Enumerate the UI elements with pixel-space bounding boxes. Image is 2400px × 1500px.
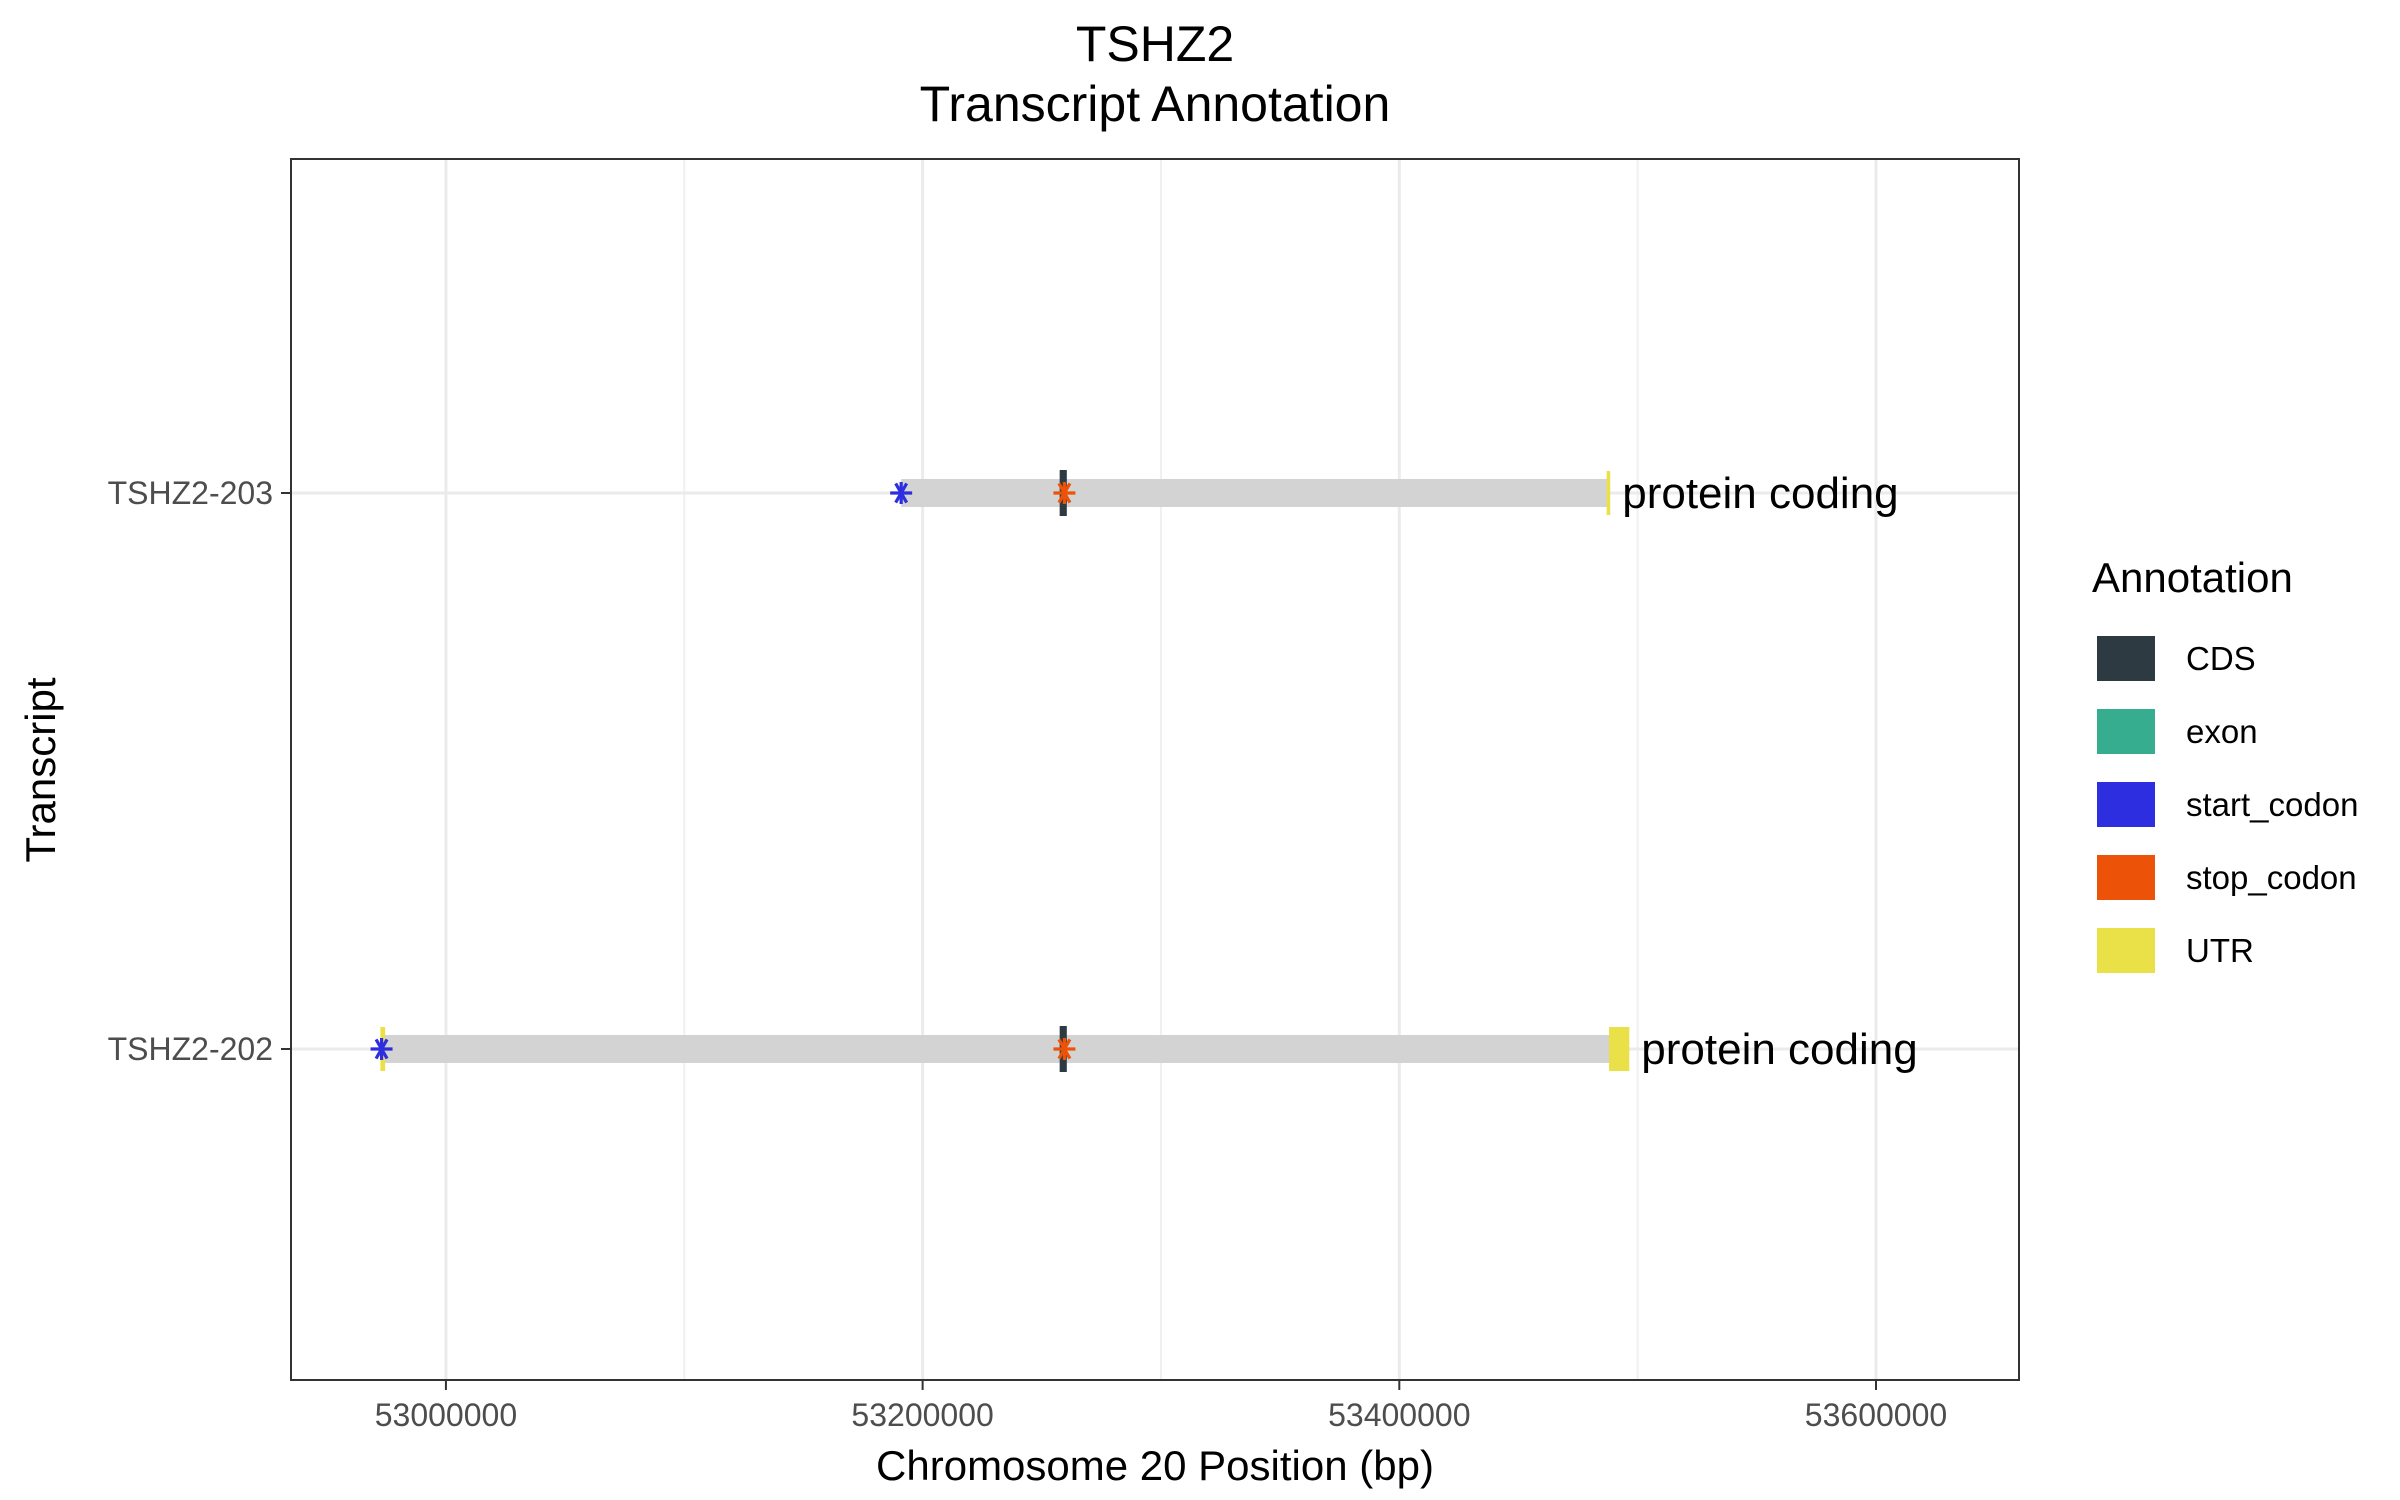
x-axis-title: Chromosome 20 Position (bp): [876, 1442, 1434, 1489]
legend-key-exon: [2097, 709, 2155, 754]
legend-key-stop_codon: [2097, 855, 2155, 900]
x-tick-label: 53000000: [375, 1397, 517, 1433]
grid-layer: [291, 159, 2019, 1380]
utr-block: [1606, 471, 1611, 515]
legend-title: Annotation: [2092, 554, 2293, 601]
stop-codon-marker: [1053, 1038, 1076, 1060]
intron-bar: [381, 1035, 1629, 1063]
legend-label-start_codon: start_codon: [2186, 786, 2358, 823]
x-tick-label: 53400000: [1328, 1397, 1470, 1433]
y-axis: TSHZ2-203 TSHZ2-202: [108, 475, 291, 1067]
biotype-label: protein coding: [1622, 469, 1898, 518]
start-codon-marker: [890, 482, 913, 504]
legend-key-UTR: [2097, 928, 2155, 973]
x-tick-label: 53200000: [851, 1397, 993, 1433]
y-tick-label: TSHZ2-202: [108, 1031, 273, 1067]
legend-key-start_codon: [2097, 782, 2155, 827]
transcript-TSHZ2-203: protein coding: [890, 469, 1899, 518]
y-tick-label: TSHZ2-203: [108, 475, 273, 511]
legend: Annotation CDS exon start_codon stop_codon U…: [2092, 554, 2358, 973]
legend-label-CDS: CDS: [2186, 640, 2256, 677]
chart-title: TSHZ2: [1076, 16, 1234, 72]
legend-label-UTR: UTR: [2186, 932, 2254, 969]
transcript-TSHZ2-202: protein coding: [370, 1025, 1918, 1074]
start-codon-marker: [370, 1038, 393, 1060]
legend-key-CDS: [2097, 636, 2155, 681]
utr-block: [1609, 1027, 1630, 1071]
transcript-tracks: protein coding protein coding: [370, 469, 1918, 1074]
intron-bar: [901, 479, 1610, 507]
chart-subtitle: Transcript Annotation: [920, 76, 1391, 132]
x-axis: 53000000 53200000 53400000 53600000: [375, 1380, 1947, 1433]
stop-codon-marker: [1053, 482, 1076, 504]
x-tick-label: 53600000: [1805, 1397, 1947, 1433]
plot-panel-border: [290, 158, 2020, 1381]
biotype-label: protein coding: [1641, 1025, 1917, 1074]
y-axis-title: Transcript: [17, 677, 64, 862]
legend-label-stop_codon: stop_codon: [2186, 859, 2357, 896]
legend-label-exon: exon: [2186, 713, 2258, 750]
